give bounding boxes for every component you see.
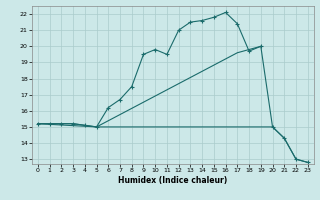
X-axis label: Humidex (Indice chaleur): Humidex (Indice chaleur)	[118, 176, 228, 185]
